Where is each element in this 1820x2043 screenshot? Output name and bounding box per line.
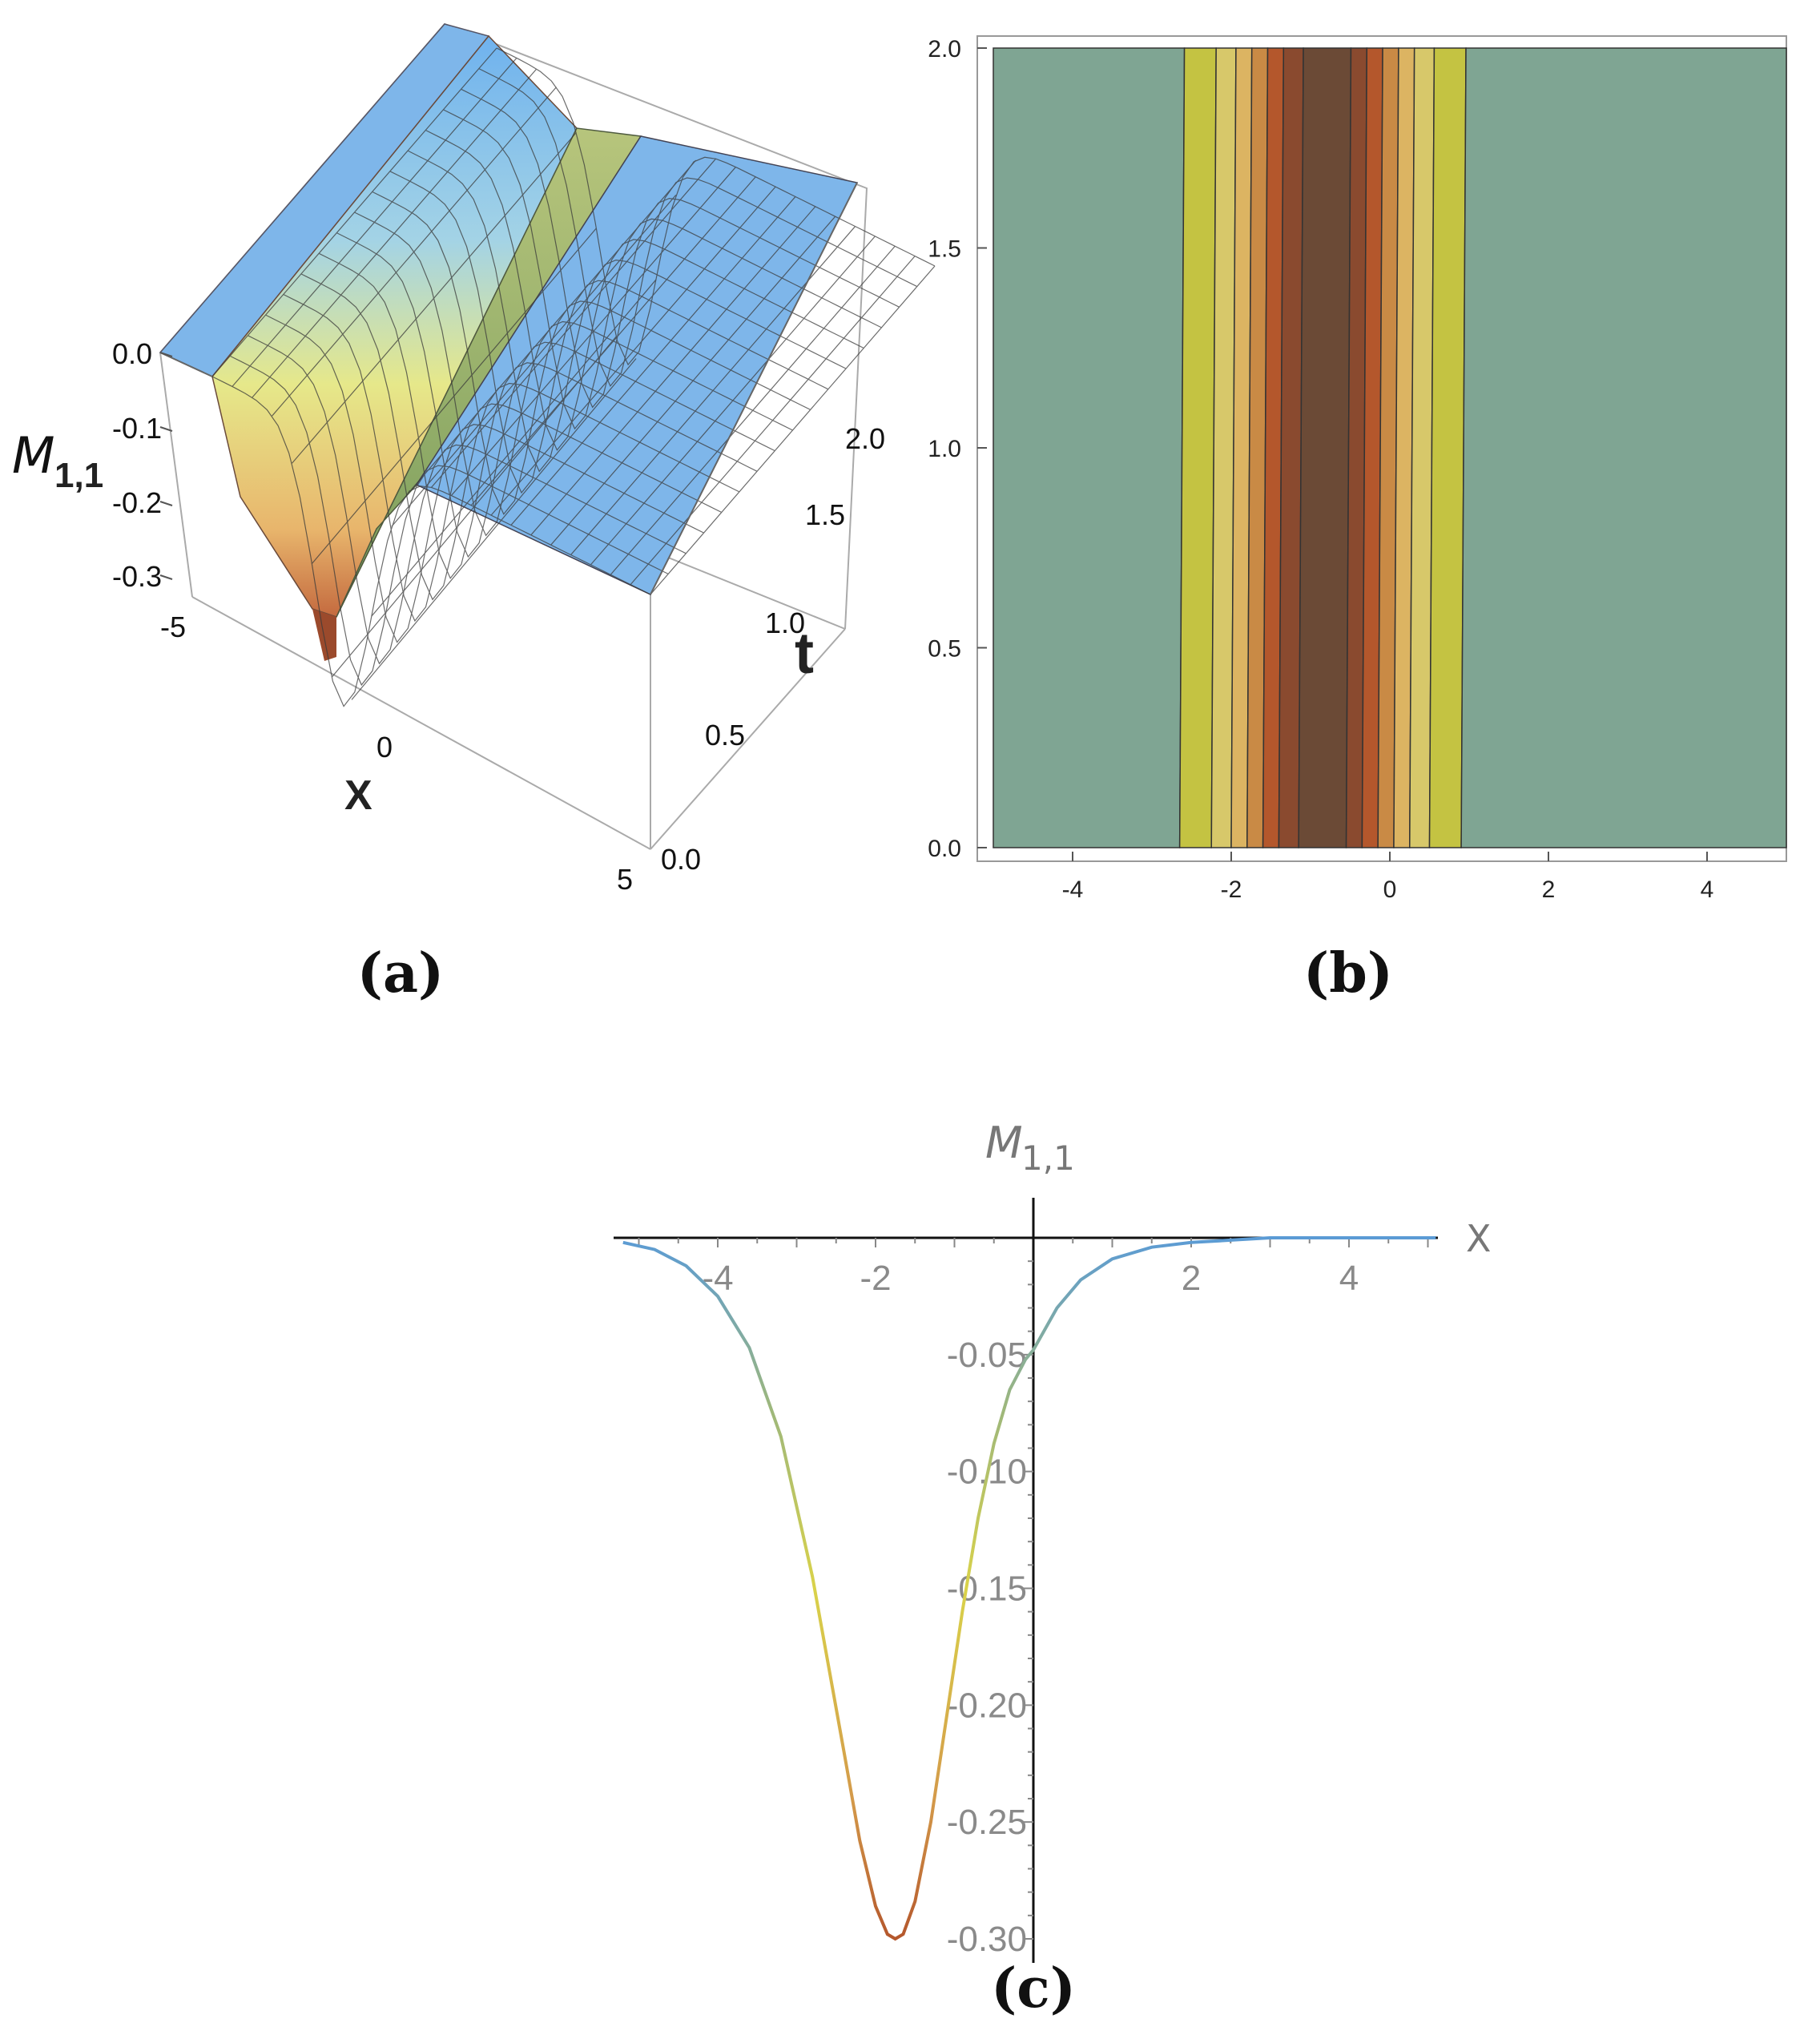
panel-a-mesh-line: [371, 279, 657, 617]
panel-a-mesh-line: [431, 158, 716, 488]
panel-a-valley-bottom: [312, 609, 336, 661]
panel-a-mesh-line: [470, 176, 756, 506]
panel-a-mesh-line: [630, 256, 916, 586]
panel-a-mesh-line: [411, 159, 697, 490]
panel-c-series-line: [622, 1236, 1436, 1941]
panel-c-x-tick-label: -2: [860, 1259, 891, 1298]
panel-a-mesh-line: [510, 196, 796, 526]
panel-a-t-tick-label: 2.0: [845, 422, 885, 455]
panel-a-z-tick-label: -0.2: [112, 486, 162, 519]
panel-a-x-tick-label: -5: [160, 610, 186, 643]
panel-c-y-tick-label: -0.15: [947, 1570, 1027, 1609]
panel-a-z-tick-mark: [159, 501, 173, 506]
panel-a-mesh-line: [272, 87, 558, 417]
panel-c-y-tick-label: -0.30: [947, 1920, 1027, 1959]
panel-a-z-tick-label: 0.0: [112, 337, 152, 370]
panel-c-ticks: -4 -2 2 4-0.05-0.10-0.15-0.20-0.25-0.30: [638, 1238, 1429, 1959]
panel-a-mesh-line: [496, 47, 936, 366]
panel-b-x-tick-label: -2: [1221, 876, 1242, 903]
panel-a-z-tick-mark: [159, 426, 173, 432]
panel-b-ticks: -4 -2 0 2 4 0.0 0.5 1.0 1.5 2.0: [928, 36, 1713, 903]
panel-b-y-tick-label: 2.0: [928, 36, 961, 62]
panel-a-z-tick-mark: [159, 352, 173, 357]
panel-c-y-label-main: M: [985, 1118, 1023, 1168]
panel-c-x-tick-label: -4: [702, 1259, 733, 1298]
panel-b-contour-plot: -4 -2 0 2 4 0.0 0.5 1.0 1.5 2.0: [928, 35, 1787, 903]
panel-a-mesh-line: [331, 336, 617, 678]
panel-a-z-tick-label: -0.1: [112, 412, 162, 445]
panel-a-mesh-line: [490, 186, 776, 516]
panel-a-mesh-line: [530, 206, 816, 536]
panel-a-mesh-line: [232, 58, 517, 387]
panel-c-y-label: M 1,1: [985, 1118, 1075, 1178]
panel-a-t-tick-label: 1.0: [765, 606, 805, 639]
panel-a-mesh-line: [291, 131, 577, 464]
panel-a-mesh-line: [450, 167, 736, 496]
panel-b-contour-band: [993, 47, 1186, 848]
panel-a-mesh-line: [610, 245, 896, 575]
panel-b-contour-band: [1298, 47, 1352, 848]
panel-a-z-label-sub: 1,1: [54, 456, 103, 495]
panel-c-y-tick-label: -0.05: [947, 1336, 1027, 1375]
panel-a-z-label-main: M: [12, 426, 55, 485]
panel-a-mesh-line: [391, 195, 677, 527]
panel-a-z-ticks: 0.0 -0.1 -0.2 -0.3: [112, 337, 173, 593]
panel-a-t-label: t: [795, 622, 814, 686]
panel-b-contour-band: [1178, 47, 1217, 848]
panel-b-caption: (b): [1303, 941, 1393, 1005]
panel-a-z-label: M 1,1: [12, 426, 103, 495]
panel-a-x-ticks: -5 0 5: [160, 610, 633, 896]
panel-c-x-tick-label: 2: [1182, 1259, 1201, 1298]
panel-c-y-tick-label: -0.25: [947, 1803, 1027, 1842]
panel-a-t-tick-label: 1.5: [805, 498, 845, 531]
panel-c-caption: (c): [991, 1956, 1076, 2021]
panel-a-mesh-line: [252, 68, 538, 398]
panel-a-mesh-line: [550, 216, 836, 546]
panel-c-line-plot: -4 -2 2 4-0.05-0.10-0.15-0.20-0.25-0.30 X M…: [614, 1118, 1492, 1963]
panel-a-mesh-line: [211, 47, 497, 377]
panel-b-contour-band: [1428, 47, 1467, 848]
panel-b-contour-band: [1460, 47, 1787, 848]
panel-a-surface-plot: 0.0 -0.1 -0.2 -0.3 0.0 0.5 1.0 1.5 2.0 -5 0 5 X t…: [12, 22, 936, 896]
panel-a-z-tick-label: -0.3: [112, 560, 162, 593]
panel-b-y-tick-label: 0.5: [928, 636, 961, 663]
panel-b-y-tick-label: 0.0: [928, 836, 961, 862]
panel-b-x-tick-label: 0: [1383, 876, 1397, 903]
panel-a-mesh-line: [590, 236, 876, 566]
panel-c-y-label-sub: 1,1: [1021, 1138, 1075, 1178]
panel-b-x-tick-label: 4: [1701, 876, 1714, 903]
panel-c-x-label: X: [1466, 1217, 1492, 1260]
panel-a-mesh-line: [650, 265, 936, 595]
panel-a-x-label: X: [344, 772, 372, 819]
panel-a-x-tick-label: 0: [376, 731, 393, 764]
panel-a-caption: (a): [357, 941, 444, 1005]
panel-b-y-tick-label: 1.5: [928, 236, 961, 263]
panel-c-y-tick-label: -0.20: [947, 1686, 1027, 1725]
panel-a-mesh-line: [311, 228, 597, 564]
panel-b-x-tick-label: 2: [1542, 876, 1556, 903]
panel-a-mesh-line: [211, 376, 651, 707]
panel-a-z-tick-mark: [159, 574, 173, 580]
panel-b-bands: [993, 47, 1787, 848]
panel-a-mesh-line: [351, 358, 637, 700]
panel-a-t-tick-label: 0.5: [705, 719, 745, 752]
panel-a-t-tick-label: 0.0: [661, 843, 701, 876]
panel-c-x-tick-label: 4: [1339, 1259, 1359, 1298]
panel-a-t-ticks: 0.0 0.5 1.0 1.5 2.0: [661, 422, 885, 876]
panel-b-y-tick-label: 1.0: [928, 436, 961, 462]
panel-a-x-tick-label: 5: [617, 863, 633, 896]
panel-b-x-tick-label: -4: [1062, 876, 1084, 903]
